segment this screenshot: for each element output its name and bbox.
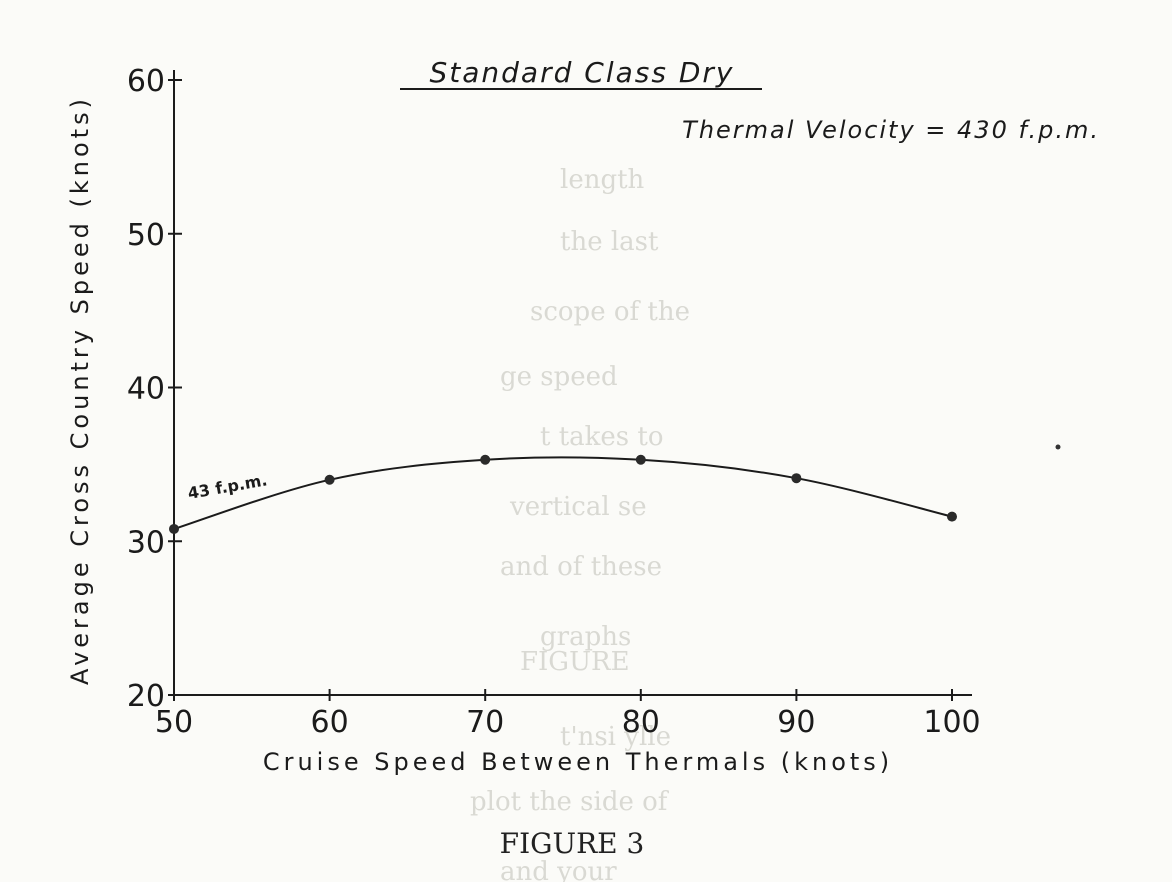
svg-text:the last: the last: [560, 227, 659, 257]
x-tick-label: 60: [311, 705, 349, 740]
x-tick-label: 80: [622, 705, 660, 740]
data-point: [791, 473, 802, 484]
svg-text:t takes to: t takes to: [540, 422, 664, 452]
svg-text:FIGURE: FIGURE: [520, 647, 630, 677]
y-tick-label: 50: [127, 218, 165, 253]
series-points: [169, 454, 957, 534]
x-axis-label: Cruise Speed Between Thermals (knots): [263, 748, 893, 776]
x-tick-label: 50: [155, 705, 193, 740]
y-tick-label: 20: [127, 679, 165, 714]
x-tick-label: 90: [777, 705, 815, 740]
svg-text:ge speed: ge speed: [500, 362, 618, 392]
data-point: [635, 454, 646, 465]
svg-text:and your: and your: [500, 857, 617, 882]
bleed-through-text: length the last scope of the ge speed t …: [470, 165, 690, 882]
svg-text:and of these: and of these: [500, 552, 662, 582]
y-axis-label: Average Cross Country Speed (knots): [66, 95, 94, 685]
data-point: [480, 454, 491, 465]
series-line: [173, 456, 953, 530]
y-tick-label: 60: [127, 64, 165, 99]
svg-text:graphs: graphs: [540, 622, 631, 652]
chart-title: Standard Class Dry: [430, 56, 735, 89]
svg-text:t'nsi ylle: t'nsi ylle: [560, 722, 671, 752]
chart-subtitle: Thermal Velocity = 430 f.p.m.: [682, 116, 1100, 144]
svg-text:vertical se: vertical se: [509, 492, 647, 522]
curve-annotation: 43 f.p.m.: [186, 470, 268, 503]
stray-dot: [1055, 444, 1061, 450]
y-tick-label: 30: [127, 525, 165, 560]
data-point: [169, 523, 179, 534]
svg-text:scope of the: scope of the: [530, 297, 690, 327]
data-point: [947, 511, 957, 522]
x-axis-ticks: 50 60 70 80 90 100: [155, 689, 981, 740]
figure-caption: FIGURE 3: [500, 827, 645, 860]
x-tick-label: 70: [466, 705, 504, 740]
x-tick-label: 100: [923, 705, 980, 740]
data-point: [324, 474, 335, 485]
y-tick-label: 40: [127, 372, 165, 407]
y-axis-ticks: 20 30 40 50 60: [127, 64, 182, 714]
svg-text:plot the side of: plot the side of: [470, 787, 670, 817]
svg-text:length: length: [560, 165, 645, 195]
